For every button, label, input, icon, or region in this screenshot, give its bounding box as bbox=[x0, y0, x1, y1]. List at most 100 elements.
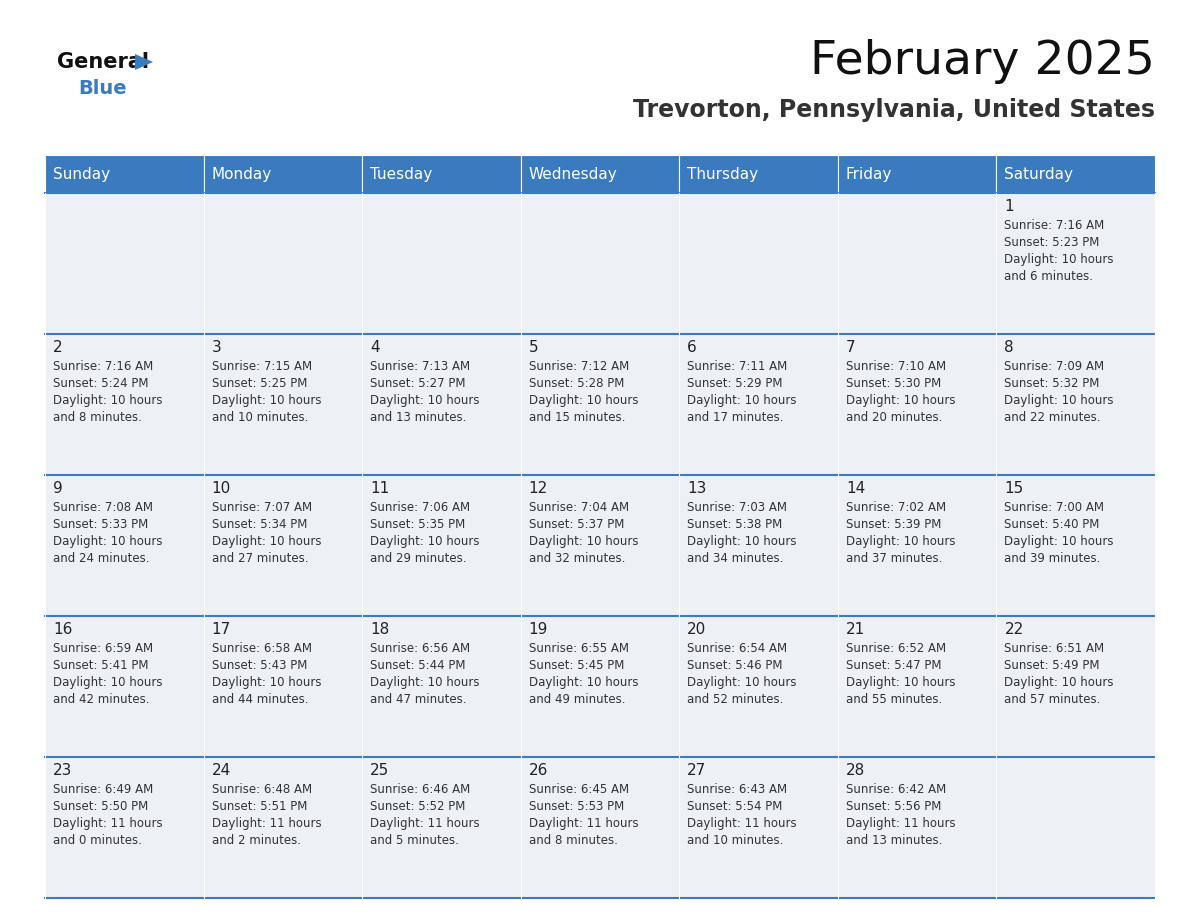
Text: and 39 minutes.: and 39 minutes. bbox=[1004, 552, 1101, 565]
Bar bbox=[838, 193, 997, 334]
Text: 27: 27 bbox=[688, 763, 707, 778]
Text: Sunrise: 7:00 AM: Sunrise: 7:00 AM bbox=[1004, 501, 1105, 514]
Text: Daylight: 10 hours: Daylight: 10 hours bbox=[846, 535, 955, 548]
Bar bbox=[203, 155, 362, 193]
Text: Daylight: 11 hours: Daylight: 11 hours bbox=[688, 817, 797, 830]
Text: Sunrise: 6:56 AM: Sunrise: 6:56 AM bbox=[371, 642, 470, 655]
Text: Daylight: 10 hours: Daylight: 10 hours bbox=[846, 676, 955, 689]
Text: 23: 23 bbox=[53, 763, 72, 778]
Bar bbox=[997, 155, 1155, 193]
Text: Sunset: 5:41 PM: Sunset: 5:41 PM bbox=[53, 659, 148, 672]
Text: and 5 minutes.: and 5 minutes. bbox=[371, 834, 459, 847]
Text: Daylight: 10 hours: Daylight: 10 hours bbox=[688, 676, 797, 689]
Text: 18: 18 bbox=[371, 622, 390, 637]
Text: Sunset: 5:46 PM: Sunset: 5:46 PM bbox=[688, 659, 783, 672]
Text: 17: 17 bbox=[211, 622, 230, 637]
Text: Sunrise: 6:49 AM: Sunrise: 6:49 AM bbox=[53, 783, 153, 796]
Bar bbox=[680, 155, 838, 193]
Bar bbox=[520, 334, 680, 475]
Text: Daylight: 11 hours: Daylight: 11 hours bbox=[529, 817, 638, 830]
Text: Sunrise: 7:09 AM: Sunrise: 7:09 AM bbox=[1004, 360, 1105, 373]
Bar bbox=[45, 155, 203, 193]
Text: 12: 12 bbox=[529, 481, 548, 496]
Text: and 44 minutes.: and 44 minutes. bbox=[211, 693, 308, 706]
Text: 9: 9 bbox=[53, 481, 63, 496]
Bar bbox=[520, 155, 680, 193]
Text: Sunset: 5:29 PM: Sunset: 5:29 PM bbox=[688, 377, 783, 390]
Text: and 32 minutes.: and 32 minutes. bbox=[529, 552, 625, 565]
Text: and 57 minutes.: and 57 minutes. bbox=[1004, 693, 1101, 706]
Text: and 8 minutes.: and 8 minutes. bbox=[529, 834, 618, 847]
Text: and 22 minutes.: and 22 minutes. bbox=[1004, 411, 1101, 424]
Bar bbox=[203, 757, 362, 898]
Text: and 42 minutes.: and 42 minutes. bbox=[53, 693, 150, 706]
Text: Daylight: 10 hours: Daylight: 10 hours bbox=[529, 535, 638, 548]
Text: and 20 minutes.: and 20 minutes. bbox=[846, 411, 942, 424]
Text: Sunrise: 7:12 AM: Sunrise: 7:12 AM bbox=[529, 360, 628, 373]
Text: Sunrise: 7:06 AM: Sunrise: 7:06 AM bbox=[371, 501, 470, 514]
Text: Sunrise: 6:51 AM: Sunrise: 6:51 AM bbox=[1004, 642, 1105, 655]
Polygon shape bbox=[135, 54, 153, 70]
Text: Daylight: 11 hours: Daylight: 11 hours bbox=[211, 817, 321, 830]
Text: and 0 minutes.: and 0 minutes. bbox=[53, 834, 141, 847]
Text: Sunset: 5:50 PM: Sunset: 5:50 PM bbox=[53, 800, 148, 813]
Text: 4: 4 bbox=[371, 340, 380, 355]
Text: Daylight: 10 hours: Daylight: 10 hours bbox=[53, 676, 163, 689]
Text: Sunset: 5:25 PM: Sunset: 5:25 PM bbox=[211, 377, 307, 390]
Text: Sunset: 5:45 PM: Sunset: 5:45 PM bbox=[529, 659, 624, 672]
Text: Monday: Monday bbox=[211, 166, 272, 182]
Bar bbox=[362, 475, 520, 616]
Text: 7: 7 bbox=[846, 340, 855, 355]
Bar bbox=[997, 757, 1155, 898]
Text: and 2 minutes.: and 2 minutes. bbox=[211, 834, 301, 847]
Text: Sunset: 5:52 PM: Sunset: 5:52 PM bbox=[371, 800, 466, 813]
Text: 2: 2 bbox=[53, 340, 63, 355]
Bar bbox=[838, 475, 997, 616]
Bar bbox=[997, 334, 1155, 475]
Text: Sunset: 5:33 PM: Sunset: 5:33 PM bbox=[53, 518, 148, 531]
Bar bbox=[997, 475, 1155, 616]
Text: 11: 11 bbox=[371, 481, 390, 496]
Bar bbox=[362, 155, 520, 193]
Text: Sunrise: 6:48 AM: Sunrise: 6:48 AM bbox=[211, 783, 311, 796]
Text: 22: 22 bbox=[1004, 622, 1024, 637]
Text: Daylight: 10 hours: Daylight: 10 hours bbox=[688, 394, 797, 407]
Bar bbox=[680, 334, 838, 475]
Text: Sunset: 5:24 PM: Sunset: 5:24 PM bbox=[53, 377, 148, 390]
Text: Sunset: 5:49 PM: Sunset: 5:49 PM bbox=[1004, 659, 1100, 672]
Text: Daylight: 10 hours: Daylight: 10 hours bbox=[53, 394, 163, 407]
Text: and 15 minutes.: and 15 minutes. bbox=[529, 411, 625, 424]
Text: Daylight: 10 hours: Daylight: 10 hours bbox=[846, 394, 955, 407]
Text: Sunset: 5:39 PM: Sunset: 5:39 PM bbox=[846, 518, 941, 531]
Text: and 37 minutes.: and 37 minutes. bbox=[846, 552, 942, 565]
Bar bbox=[520, 616, 680, 757]
Text: Sunset: 5:34 PM: Sunset: 5:34 PM bbox=[211, 518, 307, 531]
Text: Sunrise: 6:43 AM: Sunrise: 6:43 AM bbox=[688, 783, 788, 796]
Text: Sunset: 5:35 PM: Sunset: 5:35 PM bbox=[371, 518, 466, 531]
Text: Sunday: Sunday bbox=[53, 166, 110, 182]
Text: and 13 minutes.: and 13 minutes. bbox=[371, 411, 467, 424]
Bar bbox=[680, 193, 838, 334]
Text: 14: 14 bbox=[846, 481, 865, 496]
Bar bbox=[362, 757, 520, 898]
Text: Daylight: 10 hours: Daylight: 10 hours bbox=[688, 535, 797, 548]
Text: 24: 24 bbox=[211, 763, 230, 778]
Text: Saturday: Saturday bbox=[1004, 166, 1074, 182]
Text: Sunrise: 6:59 AM: Sunrise: 6:59 AM bbox=[53, 642, 153, 655]
Bar bbox=[838, 334, 997, 475]
Bar bbox=[203, 193, 362, 334]
Text: Sunset: 5:27 PM: Sunset: 5:27 PM bbox=[371, 377, 466, 390]
Text: Sunset: 5:44 PM: Sunset: 5:44 PM bbox=[371, 659, 466, 672]
Text: Sunset: 5:40 PM: Sunset: 5:40 PM bbox=[1004, 518, 1100, 531]
Text: Daylight: 10 hours: Daylight: 10 hours bbox=[1004, 676, 1114, 689]
Text: Tuesday: Tuesday bbox=[371, 166, 432, 182]
Text: and 10 minutes.: and 10 minutes. bbox=[688, 834, 784, 847]
Bar bbox=[520, 757, 680, 898]
Bar bbox=[362, 334, 520, 475]
Text: 25: 25 bbox=[371, 763, 390, 778]
Text: Sunset: 5:43 PM: Sunset: 5:43 PM bbox=[211, 659, 307, 672]
Text: and 52 minutes.: and 52 minutes. bbox=[688, 693, 784, 706]
Text: Sunset: 5:53 PM: Sunset: 5:53 PM bbox=[529, 800, 624, 813]
Bar bbox=[838, 616, 997, 757]
Text: Sunset: 5:30 PM: Sunset: 5:30 PM bbox=[846, 377, 941, 390]
